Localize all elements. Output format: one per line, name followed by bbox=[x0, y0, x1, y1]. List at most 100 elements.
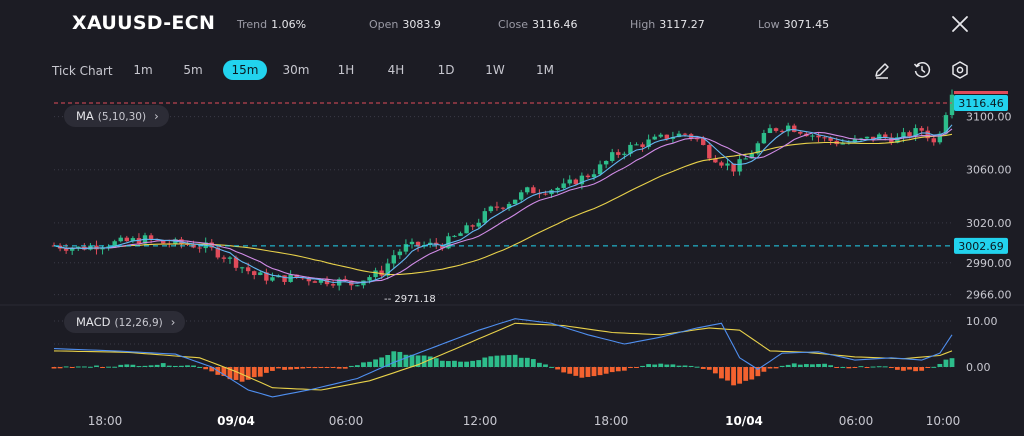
macd-histogram-bar bbox=[51, 367, 57, 369]
macd-histogram-bar bbox=[803, 364, 809, 367]
timeframe-1m[interactable]: 1m bbox=[133, 63, 153, 77]
timeframe-1month[interactable]: 1M bbox=[536, 63, 554, 77]
candle-body bbox=[452, 235, 457, 237]
current-price-label: 3116.46 bbox=[958, 97, 1004, 110]
candle-body bbox=[622, 153, 627, 155]
candle-body bbox=[500, 207, 506, 209]
candle-body bbox=[270, 277, 275, 281]
candle-body bbox=[379, 270, 384, 276]
macd-histogram-bar bbox=[894, 367, 900, 370]
candle-body bbox=[506, 203, 512, 209]
candle-body bbox=[676, 133, 682, 138]
macd-histogram-bar bbox=[197, 366, 203, 368]
macd-histogram-bar bbox=[488, 356, 494, 367]
macd-histogram-bar bbox=[585, 367, 591, 377]
low-price-annotation: -- 2971.18 bbox=[384, 294, 436, 305]
timeframe-5m[interactable]: 5m bbox=[183, 63, 203, 77]
timeframe-1w[interactable]: 1W bbox=[485, 63, 505, 77]
price-tick-label: 2966.00 bbox=[966, 289, 1012, 302]
close-icon[interactable] bbox=[950, 14, 970, 34]
macd-histogram-bar bbox=[245, 367, 251, 380]
ma-indicator-pill[interactable]: MA (5,10,30) › bbox=[64, 105, 169, 127]
candle-body bbox=[531, 187, 536, 194]
candle-body bbox=[664, 134, 670, 139]
macd-tick-label: 0.00 bbox=[966, 361, 991, 374]
macd-histogram-bar bbox=[391, 351, 397, 367]
candle-body bbox=[561, 183, 566, 188]
macd-histogram-bar bbox=[75, 366, 81, 368]
candle-body bbox=[543, 193, 548, 195]
settings-icon[interactable] bbox=[950, 60, 970, 80]
time-axis-label: 10:00 bbox=[926, 414, 961, 428]
macd-histogram-bar bbox=[415, 355, 421, 367]
timeframe-30m[interactable]: 30m bbox=[282, 63, 310, 77]
macd-histogram-bar bbox=[373, 359, 378, 367]
macd-histogram-bar bbox=[221, 367, 227, 376]
macd-histogram-bar bbox=[458, 361, 463, 367]
candle-body bbox=[245, 267, 251, 272]
macd-histogram-bar bbox=[688, 365, 694, 367]
candle-body bbox=[519, 192, 524, 200]
macd-indicator-pill[interactable]: MACD (12,26,9) › bbox=[64, 311, 186, 333]
symbol-title: XAUUSD-ECN bbox=[72, 12, 216, 34]
candle-body bbox=[385, 263, 390, 276]
candle-body bbox=[391, 255, 396, 264]
candle-body bbox=[318, 278, 324, 283]
macd-histogram-bar bbox=[506, 355, 512, 367]
candle-body bbox=[252, 271, 257, 276]
macd-histogram-bar bbox=[676, 365, 682, 367]
macd-histogram-bar bbox=[203, 367, 209, 370]
timeframe-1h[interactable]: 1H bbox=[337, 63, 355, 77]
tick-chart-button[interactable]: Tick Chart bbox=[52, 64, 113, 78]
trend-label: Trend bbox=[237, 18, 268, 31]
macd-histogram-bar bbox=[57, 367, 63, 369]
open-value: 3083.9 bbox=[402, 18, 441, 31]
candle-body bbox=[209, 242, 214, 248]
macd-histogram-bar bbox=[573, 367, 579, 376]
ma30-line bbox=[53, 133, 953, 276]
macd-histogram-bar bbox=[191, 365, 196, 367]
macd-histogram-bar bbox=[288, 367, 294, 370]
macd-histogram-bar bbox=[69, 367, 75, 368]
macd-histogram-bar bbox=[712, 367, 718, 374]
macd-histogram-bar bbox=[160, 363, 166, 367]
macd-histogram-bar bbox=[367, 361, 372, 367]
macd-histogram-bar bbox=[385, 355, 391, 367]
ma-label: MA bbox=[76, 109, 94, 123]
candle-body bbox=[130, 238, 136, 242]
macd-histogram-bar bbox=[94, 365, 99, 367]
reset-timer-icon[interactable] bbox=[912, 60, 932, 80]
macd-histogram-bar bbox=[761, 367, 767, 372]
macd-histogram-bar bbox=[767, 367, 773, 369]
macd-histogram-bar bbox=[361, 362, 366, 367]
reference-price-label: 3002.69 bbox=[958, 240, 1004, 253]
macd-histogram-bar bbox=[882, 366, 888, 368]
macd-histogram-bar bbox=[797, 364, 803, 367]
macd-histogram-bar bbox=[646, 364, 652, 367]
macd-histogram-bar bbox=[124, 364, 130, 367]
candle-body bbox=[197, 247, 202, 249]
timeframe-1d[interactable]: 1D bbox=[437, 63, 455, 77]
macd-histogram-bar bbox=[494, 355, 500, 367]
macd-histogram-bar bbox=[470, 360, 476, 367]
candle-body bbox=[264, 272, 269, 281]
candle-body bbox=[124, 237, 130, 242]
macd-histogram-bar bbox=[810, 364, 815, 367]
candle-body bbox=[258, 272, 263, 276]
price-tick-label: 3020.00 bbox=[966, 217, 1012, 230]
macd-histogram-bar bbox=[318, 367, 324, 368]
pencil-icon[interactable] bbox=[872, 60, 892, 80]
price-tick-label: 3100.00 bbox=[966, 111, 1012, 124]
candle-body bbox=[713, 158, 718, 163]
macd-histogram-bar bbox=[706, 367, 712, 370]
macd-histogram-bar bbox=[421, 355, 427, 367]
macd-histogram-bar bbox=[209, 367, 215, 372]
current-price-badge-top bbox=[954, 91, 1008, 94]
macd-histogram-bar bbox=[106, 366, 112, 368]
timeframe-15m[interactable]: 15m bbox=[223, 60, 267, 80]
macd-histogram-bar bbox=[482, 357, 488, 367]
candle-body bbox=[440, 245, 445, 249]
macd-histogram-bar bbox=[233, 367, 239, 380]
timeframe-4h[interactable]: 4H bbox=[387, 63, 405, 77]
